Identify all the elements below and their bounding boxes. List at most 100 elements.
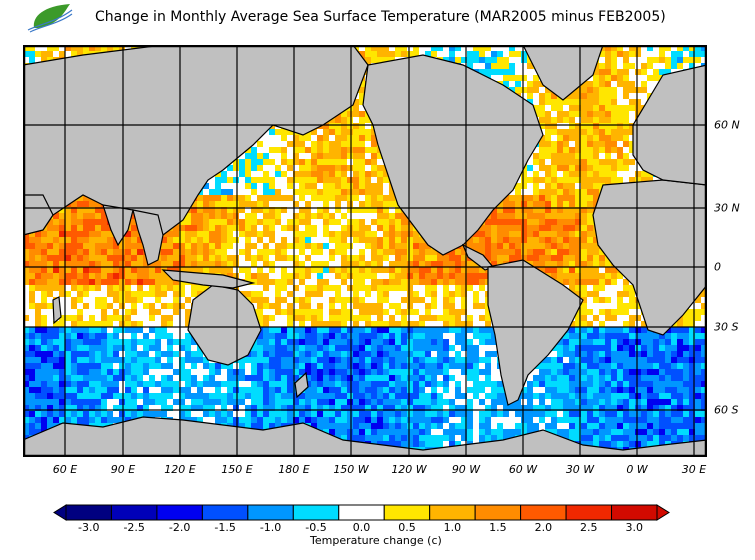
sst-cell	[257, 363, 263, 369]
sst-cell	[161, 321, 167, 327]
sst-cell	[485, 219, 491, 225]
sst-cell	[689, 327, 695, 333]
sst-cell	[23, 315, 29, 321]
sst-cell	[467, 285, 473, 291]
sst-cell	[395, 321, 401, 327]
sst-cell	[413, 333, 419, 339]
sst-cell	[221, 213, 227, 219]
sst-cell	[365, 51, 371, 57]
sst-cell	[527, 213, 533, 219]
sst-cell	[365, 225, 371, 231]
sst-cell	[215, 207, 221, 213]
sst-cell	[623, 345, 629, 351]
sst-cell	[389, 219, 395, 225]
sst-cell	[539, 93, 545, 99]
sst-cell	[509, 225, 515, 231]
sst-cell	[41, 291, 47, 297]
sst-cell	[383, 333, 389, 339]
sst-cell	[377, 177, 383, 183]
sst-cell	[347, 129, 353, 135]
sst-cell	[551, 183, 557, 189]
sst-cell	[311, 267, 317, 273]
sst-cell	[41, 273, 47, 279]
sst-cell	[47, 339, 53, 345]
sst-cell	[335, 357, 341, 363]
sst-cell	[467, 339, 473, 345]
sst-cell	[317, 153, 323, 159]
sst-cell	[473, 363, 479, 369]
sst-cell	[95, 303, 101, 309]
sst-cell	[191, 339, 197, 345]
sst-cell	[65, 291, 71, 297]
sst-cell	[251, 207, 257, 213]
sst-cell	[335, 285, 341, 291]
sst-cell	[641, 327, 647, 333]
sst-cell	[359, 87, 365, 93]
sst-cell	[149, 345, 155, 351]
sst-cell	[239, 369, 245, 375]
sst-cell	[623, 159, 629, 165]
sst-cell	[323, 201, 329, 207]
sst-cell	[581, 213, 587, 219]
sst-cell	[569, 333, 575, 339]
sst-cell	[383, 225, 389, 231]
sst-cell	[137, 291, 143, 297]
sst-cell	[593, 279, 599, 285]
sst-cell	[359, 339, 365, 345]
sst-cell	[173, 297, 179, 303]
sst-cell	[557, 237, 563, 243]
sst-cell	[395, 309, 401, 315]
sst-cell	[551, 123, 557, 129]
sst-cell	[419, 267, 425, 273]
sst-cell	[701, 327, 707, 333]
sst-cell	[479, 339, 485, 345]
sst-cell	[131, 249, 137, 255]
sst-cell	[233, 261, 239, 267]
sst-cell	[653, 339, 659, 345]
sst-cell	[503, 219, 509, 225]
sst-cell	[443, 327, 449, 333]
sst-cell	[341, 333, 347, 339]
sst-cell	[557, 177, 563, 183]
sst-cell	[329, 219, 335, 225]
sst-cell	[695, 309, 701, 315]
sst-cell	[185, 225, 191, 231]
sst-cell	[263, 303, 269, 309]
sst-cell	[377, 345, 383, 351]
sst-cell	[407, 363, 413, 369]
sst-cell	[383, 177, 389, 183]
sst-cell	[83, 213, 89, 219]
sst-cell	[245, 273, 251, 279]
sst-cell	[41, 351, 47, 357]
sst-cell	[527, 243, 533, 249]
sst-cell	[557, 363, 563, 369]
sst-cell	[539, 249, 545, 255]
sst-cell	[179, 363, 185, 369]
sst-cell	[323, 321, 329, 327]
sst-cell	[47, 219, 53, 225]
sst-cell	[275, 303, 281, 309]
sst-cell	[23, 45, 29, 51]
sst-cell	[461, 57, 467, 63]
sst-cell	[251, 165, 257, 171]
sst-cell	[275, 345, 281, 351]
sst-cell	[29, 51, 35, 57]
sst-cell	[131, 255, 137, 261]
sst-cell	[317, 189, 323, 195]
sst-cell	[677, 63, 683, 69]
sst-cell	[197, 231, 203, 237]
sst-cell	[617, 135, 623, 141]
sst-cell	[449, 291, 455, 297]
sst-cell	[167, 231, 173, 237]
sst-cell	[653, 357, 659, 363]
sst-cell	[323, 333, 329, 339]
sst-cell	[461, 363, 467, 369]
sst-cell	[89, 273, 95, 279]
sst-cell	[371, 201, 377, 207]
sst-cell	[335, 147, 341, 153]
sst-cell	[119, 297, 125, 303]
sst-cell	[47, 279, 53, 285]
sst-cell	[305, 309, 311, 315]
sst-cell	[545, 111, 551, 117]
sst-cell	[383, 369, 389, 375]
